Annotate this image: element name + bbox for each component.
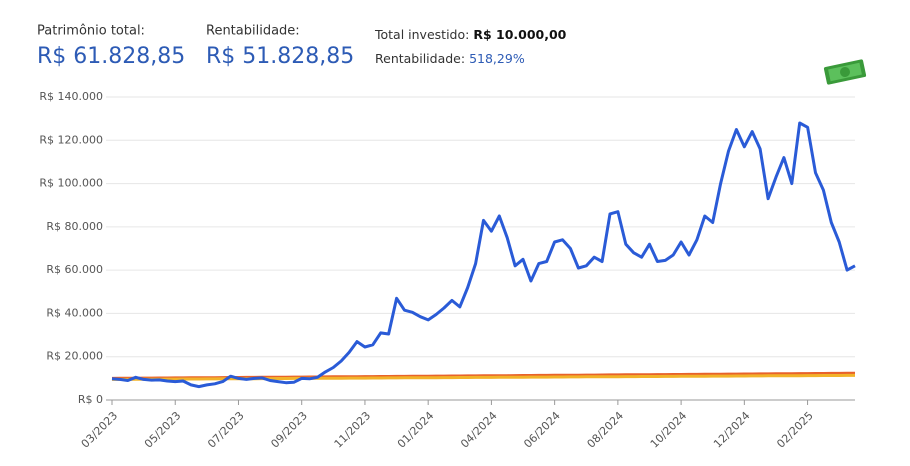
y-tick-label: R$ 60.000 — [46, 263, 103, 276]
label: Rentabilidade: — [206, 24, 300, 39]
x-tick-label: 11/2023 — [332, 409, 374, 451]
y-tick-label: R$ 120.000 — [39, 133, 103, 146]
value: R$ 51.828,85 — [206, 44, 354, 69]
y-tick-label: R$ 40.000 — [46, 306, 103, 319]
y-tick-label: R$ 20.000 — [46, 350, 103, 363]
summary: Total investido: R$ 10.000,00 — [374, 27, 567, 42]
label: Patrimônio total: — [37, 24, 145, 39]
x-tick-label: 01/2024 — [395, 409, 437, 451]
line-series — [112, 373, 855, 381]
money-icon — [823, 59, 867, 85]
x-tick-label: 09/2023 — [268, 409, 310, 451]
x-tick-label: 03/2023 — [79, 409, 121, 451]
line-series — [111, 121, 856, 389]
x-tick-label: 02/2025 — [774, 409, 816, 451]
x-tick-label: 07/2023 — [205, 409, 247, 451]
y-tick-label: R$ 100.000 — [39, 177, 103, 190]
x-tick-label: 04/2024 — [458, 409, 500, 451]
x-tick-label: 10/2024 — [648, 409, 690, 451]
summary: Rentabilidade: 518,29% — [375, 51, 525, 66]
x-tick-label: 05/2023 — [142, 409, 184, 451]
value: 518,29% — [469, 51, 525, 66]
x-tick-label: 06/2024 — [521, 409, 563, 451]
value: R$ 10.000,00 — [473, 27, 566, 42]
y-tick-label: R$ 140.000 — [39, 90, 103, 103]
y-tick-label: R$ 80.000 — [46, 220, 103, 233]
y-tick-label: R$ 0 — [78, 393, 103, 406]
chart: R$ 0 R$ 20.000 R$ 40.000 R$ 60.000 R$ 80.000… — [39, 90, 856, 451]
x-tick-label: 08/2024 — [585, 409, 627, 451]
value: R$ 61.828,85 — [37, 44, 185, 69]
x-tick-label: 12/2024 — [711, 409, 753, 451]
label: Rentabilidade: — [375, 51, 465, 66]
label: Total investido: — [374, 27, 469, 42]
